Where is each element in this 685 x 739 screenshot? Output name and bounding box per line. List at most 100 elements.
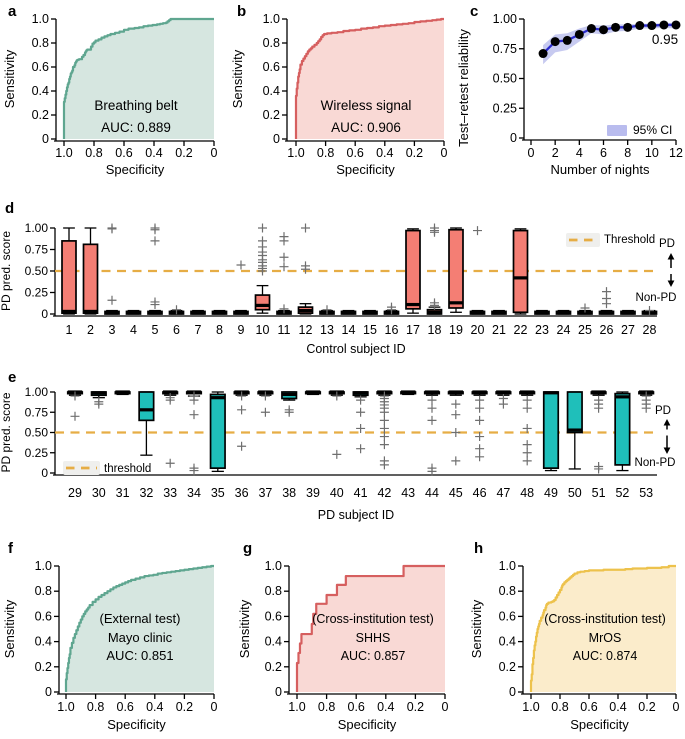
outlier-marker (258, 236, 267, 246)
x-axis-title: PD subject ID (318, 508, 394, 522)
outlier-marker (522, 440, 532, 450)
panel-g: 0 0.2 0.4 0.6 0.8 1.0 1.0 0.8 0.6 0.4 0.2 0 Sensitiv… (235, 535, 460, 739)
annotation-line: Mayo clinic (108, 630, 173, 645)
outlier-marker (172, 305, 181, 315)
x-tick-label: 1.0 (55, 146, 72, 160)
panel-letter: d (5, 200, 14, 217)
outlier-marker (379, 460, 389, 470)
x-tick-label: 0.2 (176, 700, 193, 714)
box (405, 229, 421, 310)
outlier-marker (475, 452, 485, 462)
x-tick-label: 1.0 (522, 700, 539, 714)
x-tick-label: 41 (354, 486, 368, 500)
x-tick-label: 0 (211, 700, 218, 714)
outlier-marker (284, 407, 294, 417)
y-tick-label: 0 (42, 132, 49, 146)
outlier-marker (475, 415, 485, 425)
x-tick-label: 3 (109, 323, 116, 337)
y-tick-label: 0.2 (499, 660, 516, 674)
panel-h: 0 0.2 0.4 0.6 0.8 1.0 1.0 0.8 0.6 0.4 0.2 0 Sensitiv… (460, 535, 685, 739)
panel-a: 0 0.2 0.4 0.6 0.8 1.0 1.0 0.8 0.6 0.4 0.2 0 Sensitiv… (0, 0, 228, 190)
panel-letter: a (8, 3, 17, 20)
data-point (611, 22, 621, 32)
y-tick-label: 0.75 (25, 405, 49, 419)
outlier-marker (594, 464, 604, 474)
roc-curve (62, 17, 214, 139)
x-tick-label: 0.8 (318, 700, 335, 714)
y-axis-title: Test–retest reliability (456, 29, 471, 147)
outlier-marker (279, 304, 289, 314)
annotation-line: AUC: 0.906 (331, 120, 401, 135)
box (82, 243, 99, 314)
outlier-marker (237, 391, 247, 401)
x-tick-label: 8 (216, 323, 223, 337)
legend-label: Threshold (604, 234, 655, 246)
outlier-marker (70, 411, 80, 421)
outlier-marker (522, 423, 532, 433)
outlier-marker (150, 225, 160, 235)
y-tick-label: 0.2 (263, 108, 280, 122)
y-axis-title: Sensitivity (2, 49, 17, 108)
x-tick-label: 10 (256, 323, 270, 337)
y-tick-label: 0.50 (493, 72, 517, 86)
data-point (586, 24, 596, 34)
y-tick-label: 0 (41, 307, 48, 321)
y-axis-title: PD pred. score (0, 231, 13, 311)
x-tick-label: 4 (130, 323, 137, 337)
y-tick-label: 0 (510, 131, 517, 145)
outlier-marker (189, 410, 199, 420)
x-tick-label: 24 (557, 323, 571, 337)
outlier-marker (356, 395, 366, 405)
y-axis-title: Sensitivity (230, 49, 245, 108)
arrow-down-head (667, 280, 675, 287)
x-tick-label: 0.2 (407, 700, 424, 714)
outlier-marker (451, 456, 461, 466)
data-point (671, 20, 681, 30)
outlier-marker (322, 305, 332, 315)
panel-letter: b (237, 3, 246, 20)
y-tick-label: 1.00 (25, 385, 49, 399)
annotation-line: Breathing belt (94, 98, 178, 113)
y-tick-label: 0.8 (265, 584, 282, 598)
annotation-line: Wireless signal (321, 98, 412, 113)
x-tick-label: 26 (600, 323, 614, 337)
data-point (659, 20, 669, 30)
outlier-marker (379, 423, 389, 433)
outlier-marker (427, 395, 437, 405)
x-tick-label: 17 (406, 323, 420, 337)
x-tick-label: 35 (211, 486, 225, 500)
roc-curve (64, 564, 214, 692)
outlier-marker (645, 306, 654, 316)
outlier-marker (594, 403, 604, 413)
roc-fill (64, 19, 214, 139)
x-tick-label: 0.4 (376, 146, 393, 160)
box (61, 240, 77, 314)
legend-swatch (607, 125, 627, 136)
x-tick-label: 0.2 (406, 146, 423, 160)
x-tick-label: 12 (669, 146, 683, 160)
y-tick-label: 1.0 (263, 12, 280, 26)
annotation-line: AUC: 0.857 (341, 649, 406, 663)
non-pd-label: Non-PD (636, 292, 677, 304)
y-tick-label: 1.0 (265, 559, 282, 573)
outlier-marker (580, 303, 590, 313)
x-tick-label: 0.4 (145, 146, 162, 160)
annotation-line: (Cross-institution test) (312, 612, 434, 626)
y-tick-label: 1.0 (35, 559, 52, 573)
x-tick-label: 0.4 (609, 700, 626, 714)
x-tick-label: 0 (441, 146, 448, 160)
x-tick-label: 1 (66, 323, 73, 337)
outlier-marker (379, 432, 389, 442)
y-tick-label: 0.6 (265, 609, 282, 623)
outlier-marker (641, 403, 651, 413)
outlier-marker (451, 410, 461, 420)
x-tick-label: 0.8 (87, 700, 104, 714)
data-point (550, 37, 560, 47)
y-tick-label: 0.50 (25, 264, 49, 278)
outlier-marker (430, 300, 439, 310)
y-tick-label: 0.6 (32, 60, 49, 74)
x-tick-label: 9 (238, 323, 245, 337)
x-tick-label: 48 (520, 486, 534, 500)
x-tick-label: 10 (645, 146, 659, 160)
outlier-marker (356, 407, 366, 417)
